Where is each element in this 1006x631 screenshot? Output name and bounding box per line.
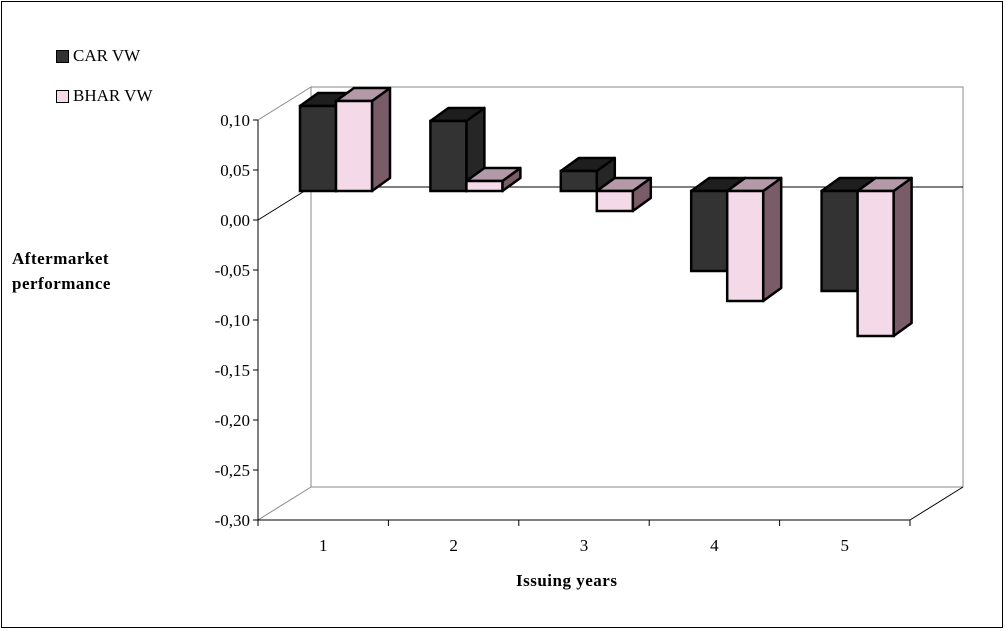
y-tick-label: -0,05 xyxy=(215,261,250,280)
x-axis-label: Issuing years xyxy=(516,571,618,590)
bar-bhar-vw-1 xyxy=(334,99,374,193)
bar-car-vw-4 xyxy=(689,189,729,273)
y-tick-label: -0,15 xyxy=(215,361,250,380)
y-tick-label: -0,20 xyxy=(215,411,250,430)
y-tick-label: -0,10 xyxy=(215,311,250,330)
y-tick-label: 0,05 xyxy=(220,161,250,180)
x-tick-label: 2 xyxy=(449,536,458,555)
bar-car-vw-2 xyxy=(429,119,468,193)
legend-label-car-vw: CAR VW xyxy=(73,46,141,65)
bar-bhar-vw-5 xyxy=(856,189,895,338)
floor-edge xyxy=(909,486,964,521)
bar-bhar-vw-2 xyxy=(465,179,504,193)
bar-side-bhar-vw-4 xyxy=(761,176,783,303)
y-axis-label: Aftermarket performance xyxy=(12,249,111,293)
y-tick-label: -0,30 xyxy=(215,511,250,530)
legend-label-bhar-vw: BHAR VW xyxy=(73,86,153,105)
y-tick-label: 0,00 xyxy=(220,211,250,230)
legend-item-bhar-vw: BHAR VW xyxy=(56,86,153,106)
x-tick-label: 5 xyxy=(841,536,850,555)
y-tick-label: -0,25 xyxy=(215,461,250,480)
y-tick-label: 0,10 xyxy=(220,111,250,130)
x-tick-label: 3 xyxy=(580,536,589,555)
legend-swatch-car-vw xyxy=(56,49,69,63)
x-tick-label: 1 xyxy=(319,536,328,555)
bar-side-bhar-vw-1 xyxy=(370,86,392,193)
x-tick-label: 4 xyxy=(710,536,719,555)
legend-item-car-vw: CAR VW xyxy=(56,46,140,66)
legend-swatch-bhar-vw xyxy=(56,89,69,103)
bar-side-bhar-vw-5 xyxy=(892,176,913,338)
bar-car-vw-1 xyxy=(298,104,338,193)
bar-car-vw-3 xyxy=(559,169,599,193)
bar-bhar-vw-4 xyxy=(725,189,765,303)
bar-bhar-vw-3 xyxy=(595,189,635,213)
bar-car-vw-5 xyxy=(820,189,859,293)
zero-line-left xyxy=(257,186,312,221)
